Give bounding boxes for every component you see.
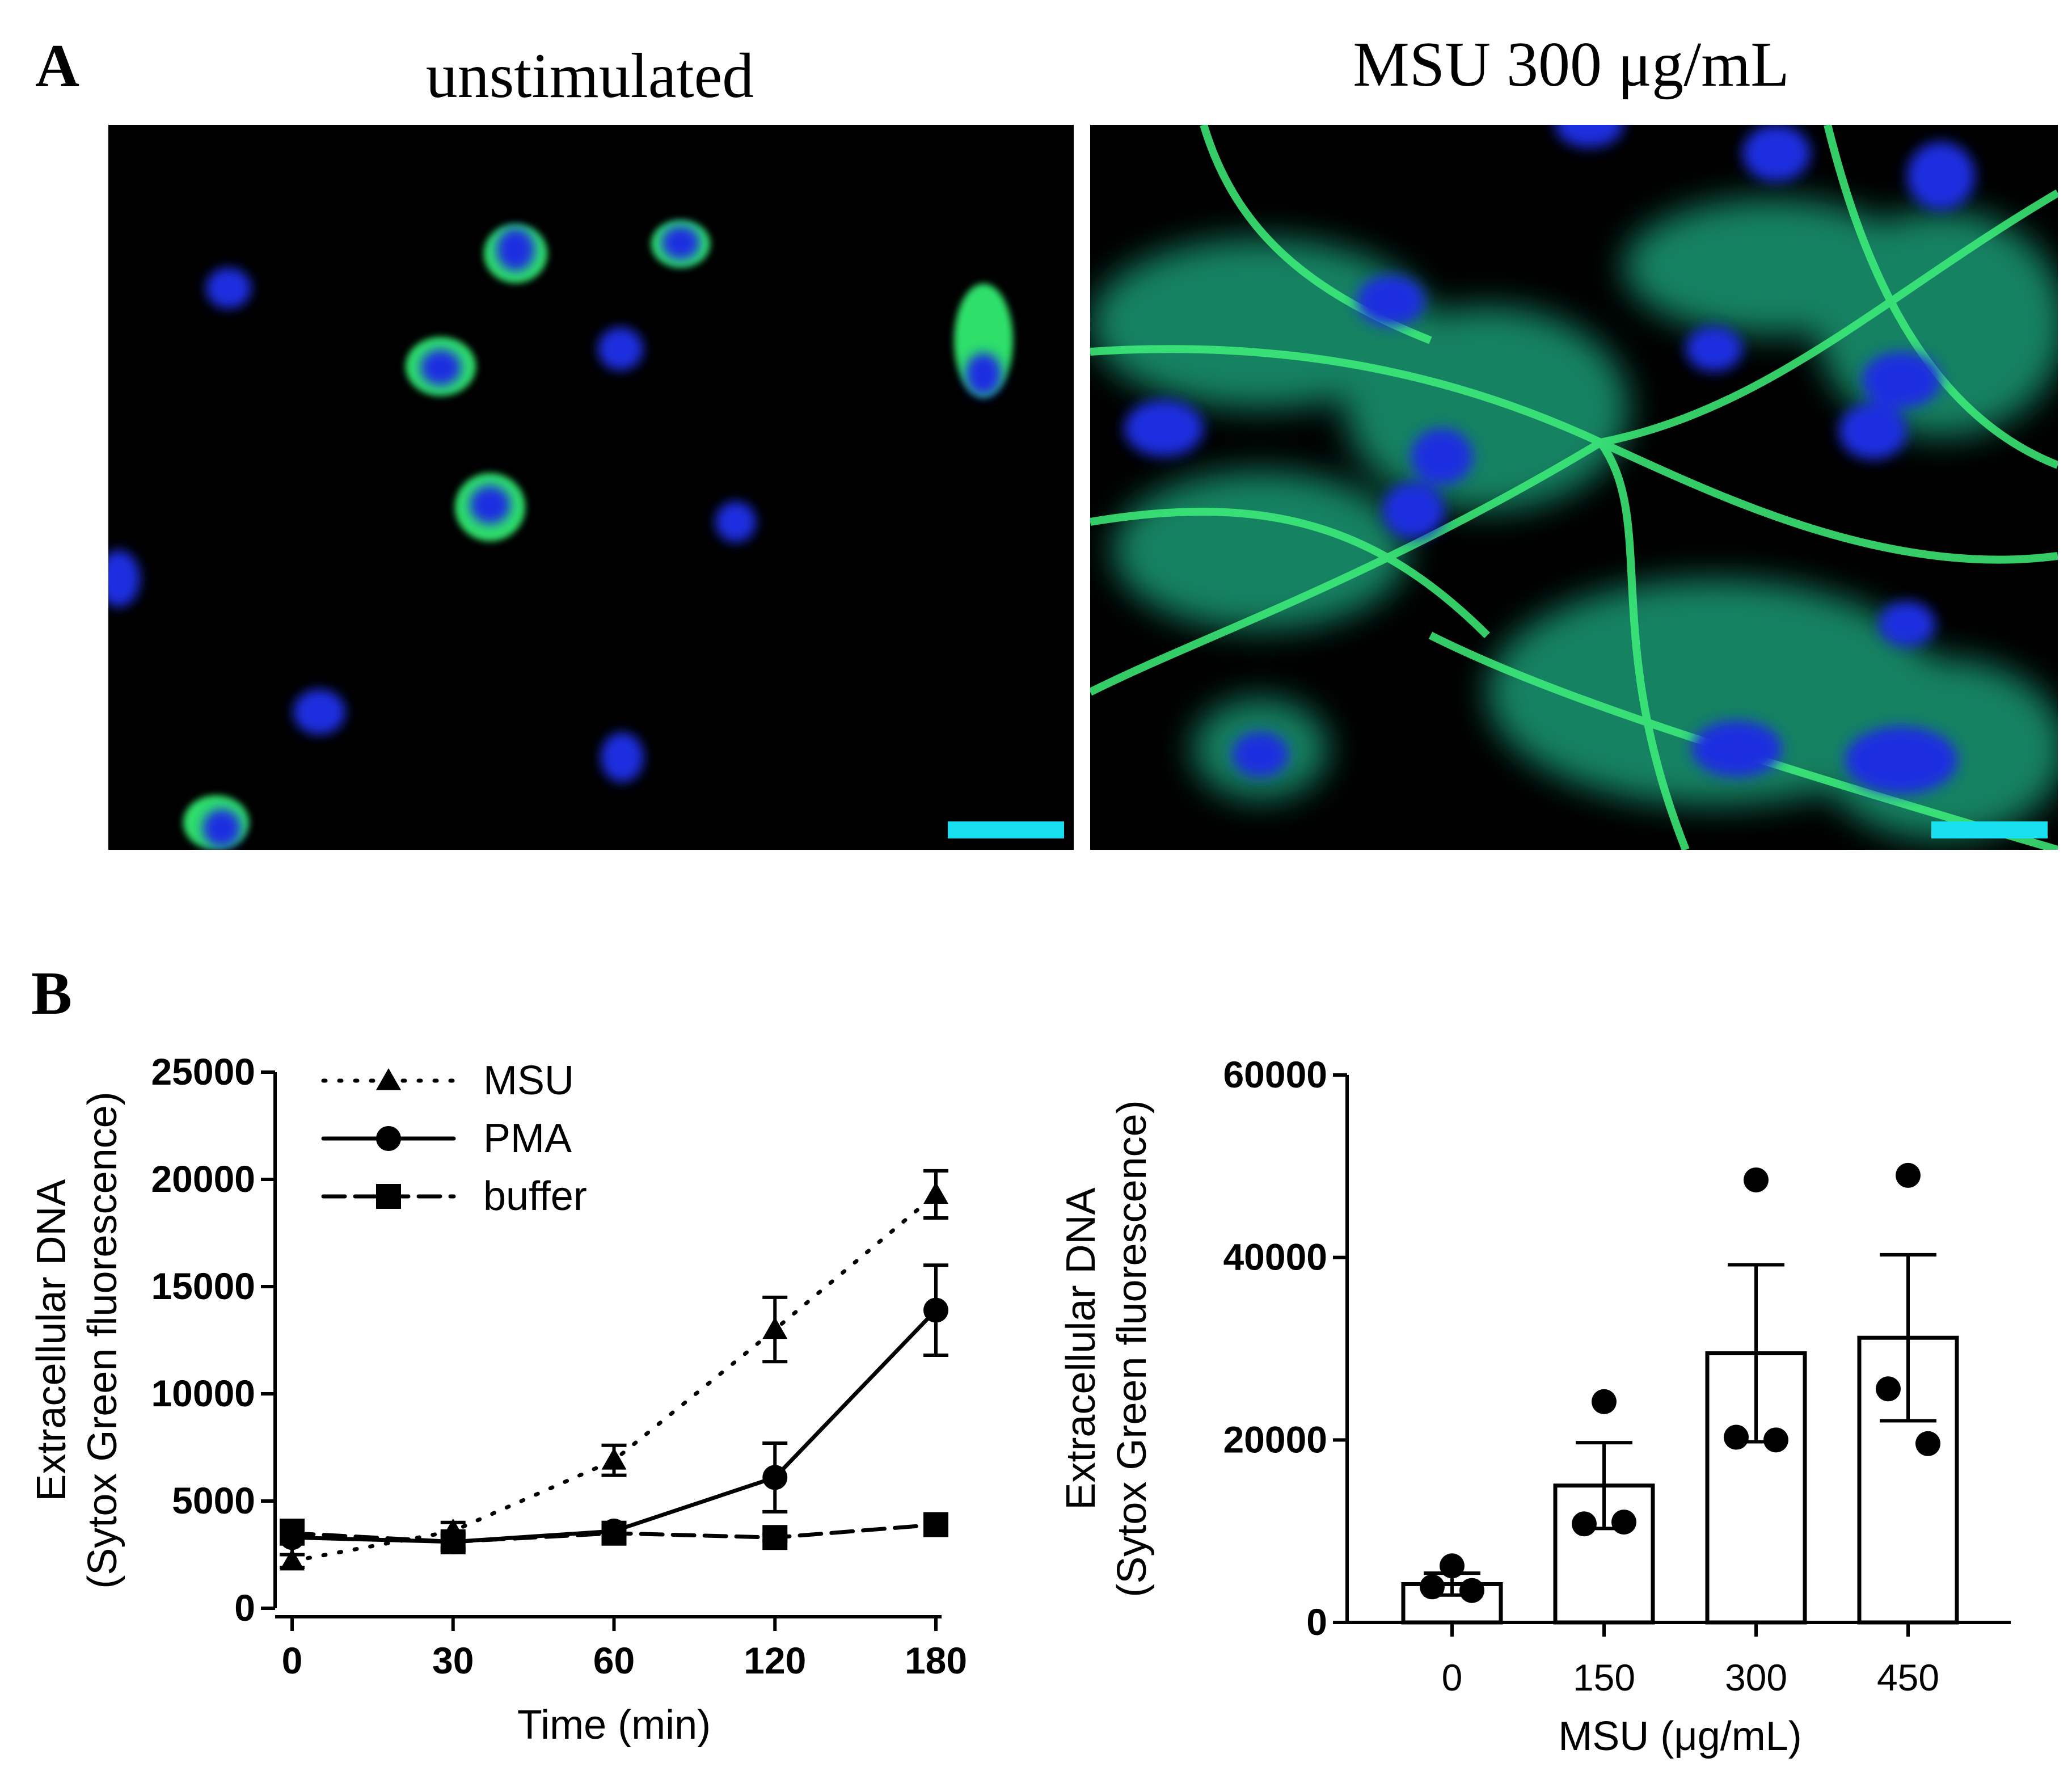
data-point — [1440, 1553, 1465, 1579]
data-point — [1915, 1431, 1940, 1456]
series-pma — [280, 1263, 948, 1557]
data-point — [1459, 1578, 1484, 1603]
legend-marker — [376, 1126, 401, 1151]
x-tick-label: 120 — [744, 1639, 806, 1681]
y-axis-title-line1: Extracellular DNA — [29, 1179, 74, 1501]
x-tick-label: 60 — [593, 1639, 635, 1681]
series-buffer — [280, 1512, 948, 1554]
x-tick-label: 30 — [432, 1639, 474, 1681]
buffer-point — [923, 1512, 948, 1537]
y-tick-label: 0 — [234, 1587, 255, 1629]
msu-dose-bar-chart: 0 20000 40000 60000 Extracellular DNA (Sytox … — [1058, 1053, 2011, 1759]
y-tick-label: 15000 — [151, 1265, 255, 1307]
y-tick-label: 0 — [1306, 1601, 1327, 1643]
data-point — [1724, 1424, 1749, 1450]
msu-stimulated-micrograph — [1090, 125, 2058, 850]
y-tick-label: 60000 — [1223, 1053, 1327, 1095]
unstimulated-title: unstimulated — [425, 41, 754, 111]
x-axis-title: MSU (μg/mL) — [1558, 1714, 1802, 1759]
y-tick-label: 10000 — [151, 1372, 255, 1414]
bar-group-0: 0 — [1401, 1553, 1503, 1698]
data-point — [1876, 1376, 1901, 1402]
time-course-line-chart: 0 5000 10000 15000 20000 25000 0 30 60 120 180 Time… — [29, 1051, 967, 1748]
msu-line — [290, 1192, 938, 1563]
x-tick-label: 180 — [905, 1639, 967, 1681]
buffer-point — [280, 1520, 305, 1546]
data-point — [1420, 1574, 1445, 1600]
panel-a-label: A — [35, 32, 79, 100]
pma-line — [290, 1308, 938, 1544]
bar-group-450: 450 — [1857, 1162, 1959, 1698]
data-point — [1744, 1167, 1769, 1192]
bar-group-300: 300 — [1705, 1167, 1807, 1698]
buffer-point — [601, 1520, 627, 1546]
y-tick-label: 20000 — [151, 1158, 255, 1200]
panel-b-label: B — [31, 960, 73, 1027]
y-tick-label: 5000 — [172, 1479, 255, 1521]
x-tick-label: 0 — [282, 1639, 303, 1681]
y-axis-title-line1: Extracellular DNA — [1058, 1187, 1104, 1510]
series-msu — [280, 1169, 948, 1571]
legend-marker — [376, 1184, 401, 1209]
buffer-point — [440, 1529, 466, 1554]
legend-label: PMA — [483, 1116, 572, 1161]
legend-label: MSU — [483, 1058, 574, 1103]
buffer-point — [762, 1525, 788, 1550]
msu-point — [762, 1317, 788, 1339]
data-point — [1572, 1511, 1597, 1537]
msu-300-title: MSU 300 μg/mL — [1353, 29, 1790, 100]
legend-marker — [376, 1068, 401, 1090]
pma-point — [923, 1297, 948, 1323]
y-axis-title-line2: (Sytox Green fluorescence) — [80, 1091, 125, 1588]
y-tick-label: 40000 — [1223, 1236, 1327, 1278]
legend-label: buffer — [483, 1174, 587, 1219]
y-tick-label: 20000 — [1223, 1418, 1327, 1460]
x-tick-label: 0 — [1442, 1656, 1463, 1698]
pma-point — [762, 1465, 788, 1490]
msu-point — [601, 1448, 627, 1470]
x-tick-label: 300 — [1725, 1656, 1787, 1698]
msu-point — [280, 1548, 305, 1571]
y-axis-title-line2: (Sytox Green fluorescence) — [1109, 1100, 1155, 1597]
legend: MSU PMA buffer — [321, 1058, 587, 1219]
data-point — [1592, 1389, 1617, 1414]
unstimulated-micrograph — [108, 125, 1074, 850]
y-tick-label: 25000 — [151, 1051, 255, 1093]
x-tick-label: 450 — [1877, 1656, 1939, 1698]
x-tick-label: 150 — [1573, 1656, 1635, 1698]
data-point — [1896, 1162, 1921, 1188]
data-point — [1763, 1427, 1788, 1453]
msu-point — [923, 1182, 948, 1204]
x-axis-title: Time (min) — [517, 1702, 711, 1748]
bar-group-150: 150 — [1553, 1389, 1655, 1698]
data-point — [1611, 1510, 1636, 1535]
